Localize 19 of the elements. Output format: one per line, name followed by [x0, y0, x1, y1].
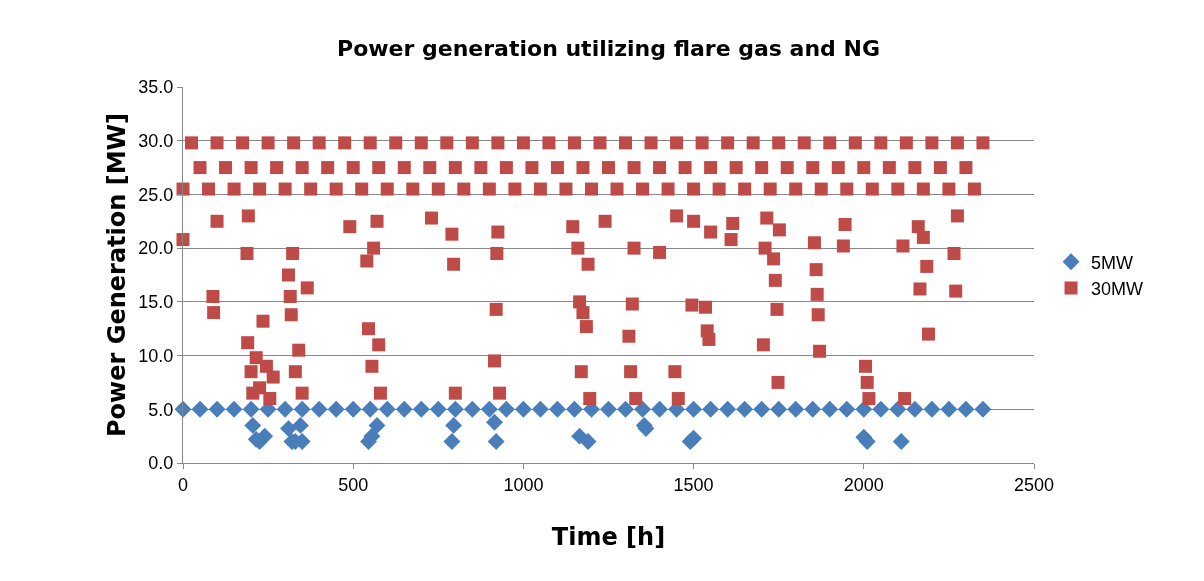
y-tick-label: 35.0 [138, 77, 174, 98]
x-tick-label: 1000 [503, 474, 544, 495]
y-tick-label: 25.0 [138, 184, 174, 205]
y-tick-label: 10.0 [138, 345, 174, 366]
x-tick-label: 500 [338, 474, 369, 495]
y-tick-label: 20.0 [138, 238, 174, 259]
legend-label: 5MW [1091, 252, 1134, 273]
y-axis-title: Power Generation [MW] [103, 112, 131, 438]
x-tick-label: 1500 [673, 474, 714, 495]
x-axis-title: Time [h] [551, 523, 666, 551]
x-tick-label: 2500 [1013, 474, 1055, 495]
y-tick-label: 15.0 [138, 292, 174, 313]
chart-title: Power generation utilizing flare gas and NG [337, 36, 880, 62]
x-tick-label: 2000 [843, 474, 884, 495]
y-tick-label: 30.0 [138, 131, 174, 152]
y-tick-label: 5.0 [148, 399, 174, 420]
y-tick-label: 0.0 [148, 453, 174, 474]
legend-label: 30MW [1091, 279, 1144, 300]
x-tick-label: 0 [177, 474, 189, 495]
